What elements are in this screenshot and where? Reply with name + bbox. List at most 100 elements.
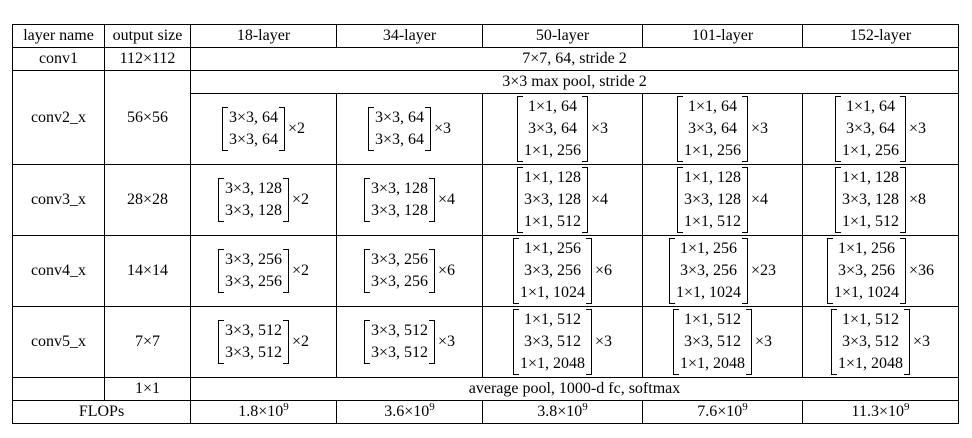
flops-row: FLOPs 1.8×109 3.6×109 3.8×109 7.6×109 11.3×1…	[12, 400, 959, 424]
layer-spec-line: 1×1, 512	[523, 311, 581, 328]
repeat-count: ×2	[288, 120, 306, 137]
conv1-desc: 7×7, 64, stride 2	[190, 47, 959, 71]
stage-row: conv3_x 28×28 3×3, 128 3×3, 128 ×2 3×3, 128 3×…	[12, 164, 959, 236]
layer-spec-line: 3×3, 128	[370, 202, 428, 219]
flops-base: 3.8×10	[537, 403, 583, 420]
final-desc: average pool, 1000-d fc, softmax	[190, 377, 959, 401]
block-cell: 1×1, 256 3×3, 256 1×1, 1024 ×23	[642, 235, 803, 307]
layer-spec-line: 1×1, 64	[527, 98, 577, 115]
layer-spec-line: 1×1, 512	[683, 213, 741, 230]
block-cell: 1×1, 512 3×3, 512 1×1, 2048 ×3	[802, 306, 959, 378]
header-cell: 50-layer	[482, 24, 643, 48]
layer-spec-line: 1×1, 128	[683, 169, 741, 186]
layer-spec-line: 3×3, 256	[224, 273, 282, 290]
block-spec: 1×1, 64 3×3, 64 1×1, 256 ×3	[516, 96, 609, 162]
bracket-matrix: 1×1, 64 3×3, 64 1×1, 256	[516, 96, 589, 162]
repeat-count: ×3	[591, 120, 609, 137]
block-spec: 1×1, 128 3×3, 128 1×1, 512 ×8	[834, 167, 927, 233]
flops-exponent: 9	[742, 401, 748, 413]
layer-spec-line: 3×3, 128	[841, 191, 899, 208]
header-cell: 101-layer	[642, 24, 803, 48]
repeat-count: ×23	[751, 262, 777, 279]
flops-value: 1.8×109	[190, 400, 337, 424]
repeat-count: ×4	[591, 191, 609, 208]
repeat-count: ×36	[909, 262, 935, 279]
stage-row: 3×3, 64 3×3, 64 ×2 3×3, 64 3×3, 64 ×3 1×1, 64 3…	[13, 93, 959, 165]
output-size: 14×14	[104, 235, 191, 307]
layer-spec-line: 1×1, 2048	[679, 355, 745, 372]
repeat-count: ×6	[438, 262, 456, 279]
block-cell: 3×3, 128 3×3, 128 ×4	[336, 164, 483, 236]
layer-spec-line: 1×1, 256	[837, 240, 895, 257]
bracket-matrix: 3×3, 512 3×3, 512	[363, 320, 436, 364]
bracket-matrix: 1×1, 64 3×3, 64 1×1, 256	[834, 96, 907, 162]
flops-exponent: 9	[429, 401, 435, 413]
bracket-matrix: 3×3, 128 3×3, 128	[217, 178, 290, 222]
layer-spec-line: 1×1, 256	[679, 240, 737, 257]
layer-name: conv4_x	[12, 235, 105, 307]
layer-name: conv5_x	[12, 306, 105, 378]
flops-exponent: 9	[582, 401, 588, 413]
block-spec: 1×1, 256 3×3, 256 1×1, 1024 ×36	[826, 238, 935, 304]
output-size: 112×112	[104, 47, 191, 71]
repeat-count: ×3	[434, 120, 452, 137]
repeat-count: ×3	[913, 333, 931, 350]
bracket-matrix: 1×1, 512 3×3, 512 1×1, 2048	[672, 309, 753, 375]
bracket-matrix: 1×1, 128 3×3, 128 1×1, 512	[516, 167, 589, 233]
block-cell: 3×3, 256 3×3, 256 ×6	[336, 235, 483, 307]
block-cell: 1×1, 512 3×3, 512 1×1, 2048 ×3	[642, 306, 803, 378]
block-spec: 1×1, 64 3×3, 64 1×1, 256 ×3	[676, 96, 768, 162]
block-cell: 3×3, 256 3×3, 256 ×2	[190, 235, 337, 307]
bracket-matrix: 3×3, 256 3×3, 256	[363, 249, 436, 293]
repeat-count: ×3	[595, 333, 613, 350]
block-cell: 1×1, 128 3×3, 128 1×1, 512 ×4	[642, 164, 803, 236]
layer-spec-line: 1×1, 128	[523, 169, 581, 186]
layer-spec-line: 3×3, 512	[224, 322, 282, 339]
block-spec: 1×1, 256 3×3, 256 1×1, 1024 ×23	[668, 238, 777, 304]
block-cell: 1×1, 128 3×3, 128 1×1, 512 ×8	[802, 164, 959, 236]
repeat-count: ×4	[438, 191, 456, 208]
layer-spec-line: 1×1, 512	[523, 213, 581, 230]
repeat-count: ×3	[755, 333, 773, 350]
conv1-row: conv1 112×112 7×7, 64, stride 2	[12, 47, 959, 71]
block-spec: 3×3, 512 3×3, 512 ×3	[363, 320, 455, 364]
flops-label: FLOPs	[12, 400, 191, 424]
layer-spec-line: 3×3, 128	[224, 180, 282, 197]
bracket-matrix: 1×1, 256 3×3, 256 1×1, 1024	[826, 238, 907, 304]
layer-spec-line: 3×3, 256	[370, 273, 428, 290]
layer-spec-line: 3×3, 64	[374, 109, 424, 126]
bracket-matrix: 1×1, 128 3×3, 128 1×1, 512	[834, 167, 907, 233]
layer-spec-line: 1×1, 256	[523, 142, 581, 159]
layer-spec-line: 1×1, 1024	[833, 284, 899, 301]
bracket-matrix: 1×1, 512 3×3, 512 1×1, 2048	[512, 309, 593, 375]
pool-row: conv2_x 56×56 3×3 max pool, stride 2	[12, 70, 959, 165]
layer-spec-line: 1×1, 512	[841, 311, 899, 328]
header-cell: 152-layer	[802, 24, 959, 48]
layer-spec-line: 3×3, 256	[523, 262, 581, 279]
layer-spec-line: 3×3, 512	[370, 344, 428, 361]
block-cell: 1×1, 64 3×3, 64 1×1, 256 ×3	[642, 93, 803, 165]
block-spec: 1×1, 512 3×3, 512 1×1, 2048 ×3	[512, 309, 613, 375]
bracket-matrix: 3×3, 128 3×3, 128	[363, 178, 436, 222]
output-size: 1×1	[104, 377, 191, 401]
header-cell: 18-layer	[190, 24, 337, 48]
layer-spec-line: 3×3, 256	[837, 262, 895, 279]
block-cell: 3×3, 128 3×3, 128 ×2	[190, 164, 337, 236]
flops-base: 1.8×10	[238, 403, 284, 420]
repeat-count: ×3	[909, 120, 927, 137]
stage-row: conv5_x 7×7 3×3, 512 3×3, 512 ×2 3×3, 512 3×3,…	[12, 306, 959, 378]
block-cell: 3×3, 512 3×3, 512 ×3	[336, 306, 483, 378]
layer-spec-line: 1×1, 64	[687, 98, 737, 115]
bracket-matrix: 1×1, 256 3×3, 256 1×1, 1024	[512, 238, 593, 304]
layer-spec-line: 3×3, 128	[683, 191, 741, 208]
output-size: 28×28	[104, 164, 191, 236]
layer-spec-line: 1×1, 256	[523, 240, 581, 257]
block-cell: 1×1, 64 3×3, 64 1×1, 256 ×3	[802, 93, 959, 165]
block-spec: 3×3, 64 3×3, 64 ×2	[221, 107, 306, 151]
layer-spec-line: 3×3, 256	[370, 251, 428, 268]
repeat-count: ×8	[909, 191, 927, 208]
architecture-table: layer name output size 18-layer 34-layer…	[12, 24, 959, 424]
flops-base: 11.3×10	[851, 403, 904, 420]
block-spec: 3×3, 256 3×3, 256 ×6	[363, 249, 456, 293]
output-size: 56×56	[104, 70, 191, 165]
